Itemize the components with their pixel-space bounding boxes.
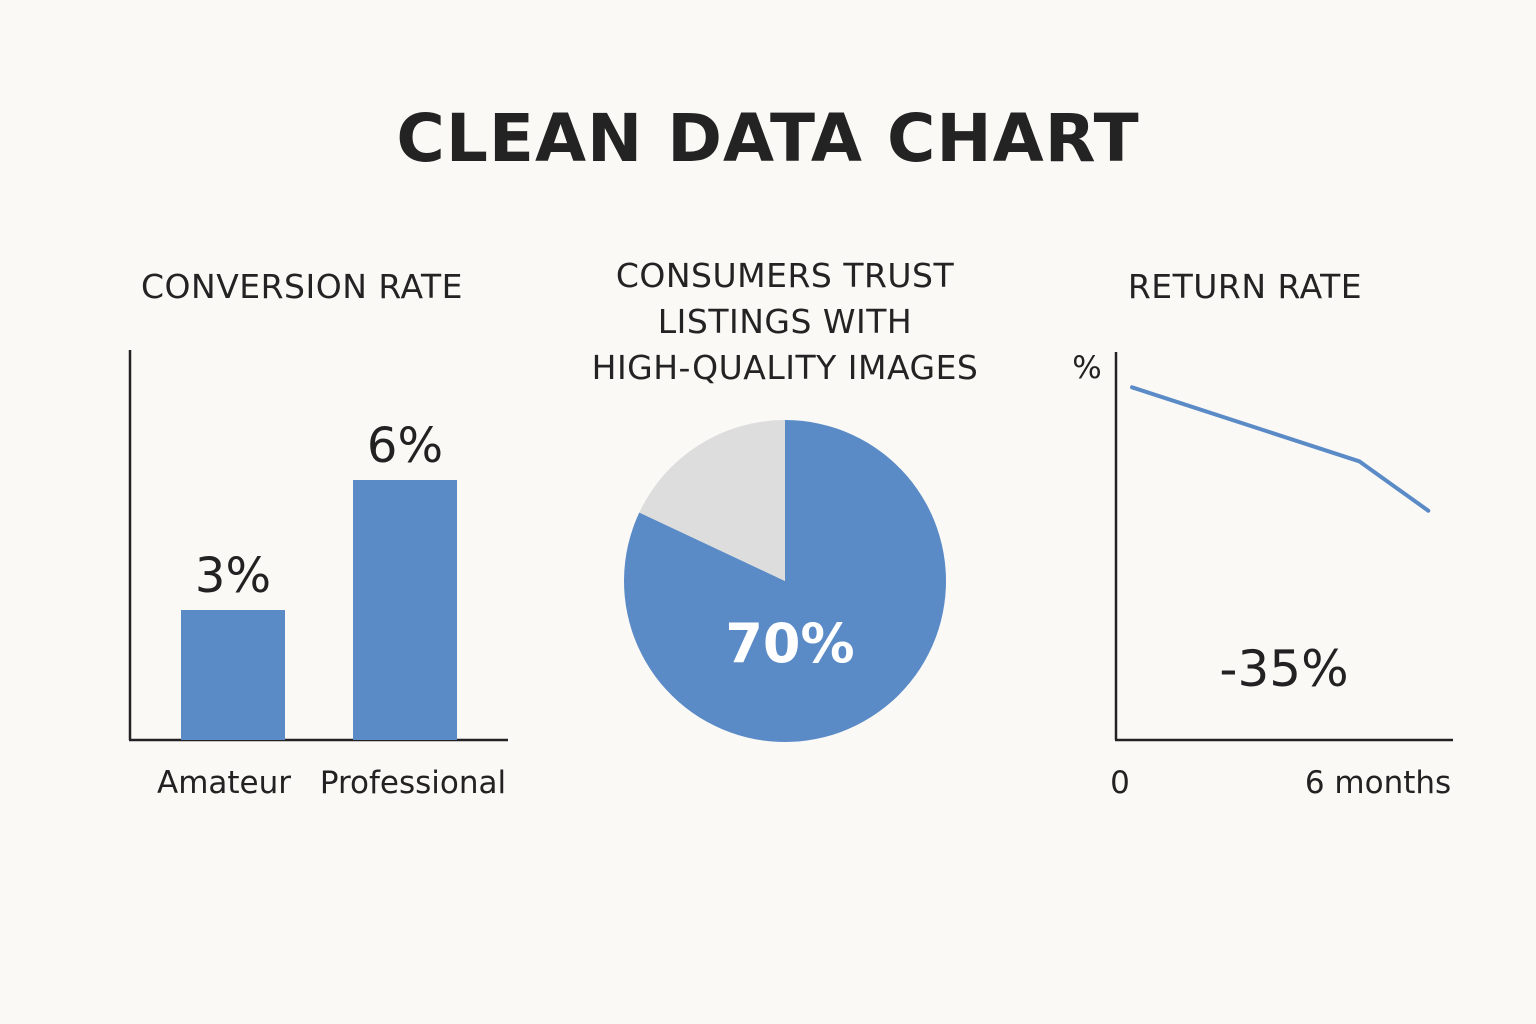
pie-title-line-3: HIGH-QUALITY IMAGES <box>591 348 979 387</box>
bar-value-label-professional: 6% <box>367 418 443 474</box>
pie-title-line-1: CONSUMERS TRUST <box>615 256 955 295</box>
consumers-trust-pie-chart: 70% <box>623 420 946 743</box>
pie-title-line-2: LISTINGS WITH <box>657 302 913 341</box>
page-title: CLEAN DATA CHART <box>396 100 1140 177</box>
return-rate-change-annotation: -35% <box>1219 640 1348 698</box>
x-tick-label-end: 6 months <box>1305 765 1451 801</box>
pie-slice-rest <box>639 420 785 581</box>
line-y-axis-label: % <box>1072 350 1101 386</box>
pie-percent-label: 70% <box>725 612 854 675</box>
bar-professional <box>353 480 457 740</box>
bar-category-label-amateur: Amateur <box>157 765 291 801</box>
return-rate-line <box>1130 385 1431 513</box>
conversion-rate-title: CONVERSION RATE <box>141 267 463 306</box>
consumers-trust-title: CONSUMERS TRUST LISTINGS WITH HIGH-QUALI… <box>560 253 1010 391</box>
conversion-rate-bar-chart: 3% 6% Amateur Professional <box>128 350 508 801</box>
return-rate-title: RETURN RATE <box>1127 267 1363 306</box>
pie-slice-trust <box>623 420 946 743</box>
bar-category-label-professional: Professional <box>320 765 506 801</box>
bar-value-label-amateur: 3% <box>195 548 271 604</box>
x-tick-label-start: 0 <box>1110 765 1130 801</box>
return-rate-line-chart: % 0 6 months -35% <box>1072 350 1453 801</box>
bar-amateur <box>181 610 285 740</box>
